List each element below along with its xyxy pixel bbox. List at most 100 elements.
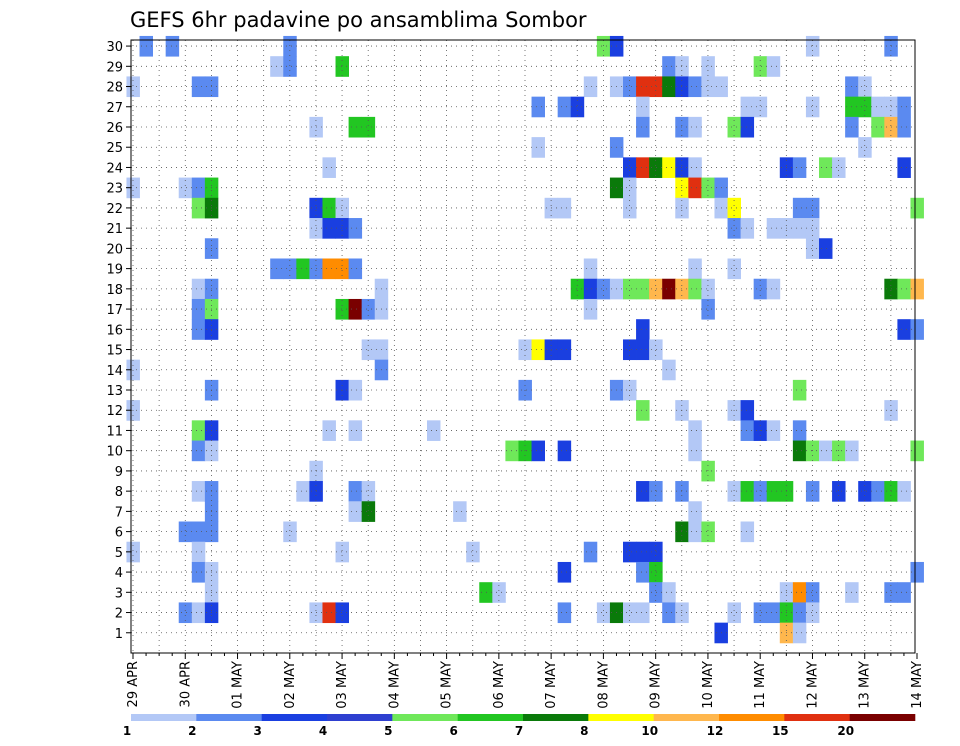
heatmap-cell-267 bbox=[662, 602, 676, 624]
heatmap-cell-166 bbox=[792, 379, 807, 401]
heatmap-cell-148 bbox=[361, 339, 376, 361]
heatmap-cell-239 bbox=[191, 561, 206, 583]
heatmap-cell-18 bbox=[583, 76, 598, 98]
heatmap-cell-60 bbox=[649, 157, 663, 178]
y-tick-label: 25 bbox=[106, 141, 123, 156]
heatmap-cell-39 bbox=[871, 96, 885, 118]
grid-lines bbox=[131, 40, 915, 653]
heatmap-cell-237 bbox=[636, 541, 650, 563]
heatmap-cell-268 bbox=[675, 602, 689, 624]
heatmap-cell-182 bbox=[792, 420, 807, 441]
heatmap-cell-2 bbox=[283, 35, 297, 57]
heatmap-cell-29 bbox=[858, 76, 872, 98]
x-tick-label: 08 MAY bbox=[596, 661, 611, 709]
heatmap-cell-107 bbox=[283, 258, 297, 280]
heatmap-cell-214 bbox=[858, 481, 872, 502]
y-tick-label: 18 bbox=[106, 283, 123, 298]
heatmap-cell-255 bbox=[897, 582, 911, 603]
heatmap-cell-53 bbox=[897, 116, 911, 138]
heatmap-cell-57 bbox=[322, 157, 336, 178]
plot-frame bbox=[130, 39, 916, 654]
heatmap-cell-212 bbox=[805, 481, 820, 502]
y-tick-label: 23 bbox=[106, 182, 123, 197]
heatmap-cell-126 bbox=[662, 278, 676, 300]
y-tick-label: 17 bbox=[106, 303, 123, 318]
heatmap-cell-235 bbox=[583, 541, 598, 563]
heatmap-cell-48 bbox=[727, 116, 741, 138]
heatmap-cell-3 bbox=[596, 35, 611, 57]
heatmap-cell-238 bbox=[649, 541, 663, 563]
heatmap-cell-67 bbox=[832, 157, 846, 178]
legend-level-label: 2 bbox=[188, 724, 196, 738]
heatmap-cell-204 bbox=[636, 481, 650, 502]
heatmap-cell-26 bbox=[701, 76, 715, 98]
heatmap-cell-188 bbox=[557, 440, 572, 462]
heatmap-cell-162 bbox=[348, 379, 363, 401]
heatmap-cell-44 bbox=[361, 116, 376, 138]
heatmap-cell-8 bbox=[283, 56, 297, 77]
legend-swatch-10 bbox=[784, 714, 850, 721]
heatmap-cell-274 bbox=[805, 602, 820, 624]
heatmap-cell-178 bbox=[688, 420, 702, 441]
heatmap-cell-85 bbox=[557, 197, 572, 219]
heatmap-cell-190 bbox=[792, 440, 807, 462]
heatmap-cell-270 bbox=[753, 602, 768, 624]
x-tick-label: 09 MAY bbox=[649, 661, 664, 709]
y-tick-label: 30 bbox=[106, 40, 123, 55]
heatmap-cell-266 bbox=[636, 602, 650, 624]
heatmap-cell-185 bbox=[505, 440, 519, 462]
heatmap-cell-261 bbox=[335, 602, 349, 624]
legend-swatch-1 bbox=[196, 714, 262, 721]
y-tick-label: 9 bbox=[115, 465, 123, 480]
heatmap-cell-213 bbox=[832, 481, 846, 502]
heatmap-cell-79 bbox=[191, 197, 206, 219]
heatmap-cell-173 bbox=[191, 420, 206, 441]
heatmap-cell-234 bbox=[466, 541, 480, 563]
heatmap-cell-229 bbox=[701, 521, 715, 543]
heatmap-cell-256 bbox=[178, 602, 193, 624]
y-tick-label: 2 bbox=[115, 607, 123, 622]
heatmap-cell-231 bbox=[126, 541, 140, 563]
heatmap-cell-1 bbox=[165, 35, 180, 57]
heatmap-cell-61 bbox=[662, 157, 676, 178]
y-tick-label: 26 bbox=[106, 121, 123, 136]
heatmap-cell-65 bbox=[792, 157, 807, 178]
heatmap-cell-139 bbox=[361, 298, 376, 320]
heatmap-cell-121 bbox=[596, 278, 611, 300]
heatmap-cell-192 bbox=[819, 440, 833, 462]
heatmap-cell-32 bbox=[570, 96, 585, 118]
heatmap-cell-247 bbox=[492, 582, 506, 603]
y-tick-label: 10 bbox=[106, 445, 123, 460]
heatmap-cell-146 bbox=[897, 319, 911, 340]
legend-level-label: 20 bbox=[837, 724, 854, 738]
legend-level-label: 3 bbox=[254, 724, 262, 738]
heatmap-cell-141 bbox=[583, 298, 598, 320]
heatmap-cell-221 bbox=[453, 501, 467, 522]
heatmap-cell-116 bbox=[191, 278, 206, 300]
heatmap-cell-129 bbox=[701, 278, 715, 300]
heatmap-cell-63 bbox=[688, 157, 702, 178]
heatmap-cell-111 bbox=[335, 258, 349, 280]
heatmap-cell-137 bbox=[335, 298, 349, 320]
y-tick-label: 24 bbox=[106, 161, 123, 176]
heatmap-cell-207 bbox=[727, 481, 741, 502]
heatmap-cell-147 bbox=[910, 319, 924, 340]
heatmap-cell-130 bbox=[753, 278, 768, 300]
heatmap-cell-222 bbox=[688, 501, 702, 522]
legend-swatch-3 bbox=[327, 714, 393, 721]
heatmap-cell-35 bbox=[753, 96, 768, 118]
heatmap-cell-230 bbox=[740, 521, 755, 543]
heatmap-cell-215 bbox=[871, 481, 885, 502]
x-tick-label: 03 MAY bbox=[335, 661, 350, 709]
heatmap-cell-138 bbox=[348, 298, 363, 320]
heatmap-cell-257 bbox=[191, 602, 206, 624]
x-tick-label: 14 MAY bbox=[910, 661, 925, 709]
heatmap-cell-74 bbox=[623, 177, 637, 199]
heatmap-cell-49 bbox=[740, 116, 755, 138]
heatmap-cell-241 bbox=[557, 561, 572, 583]
legend-swatch-5 bbox=[457, 714, 524, 721]
heatmap-cell-187 bbox=[531, 440, 545, 462]
heatmap-cell-101 bbox=[792, 218, 807, 239]
y-tick-label: 5 bbox=[115, 546, 123, 561]
